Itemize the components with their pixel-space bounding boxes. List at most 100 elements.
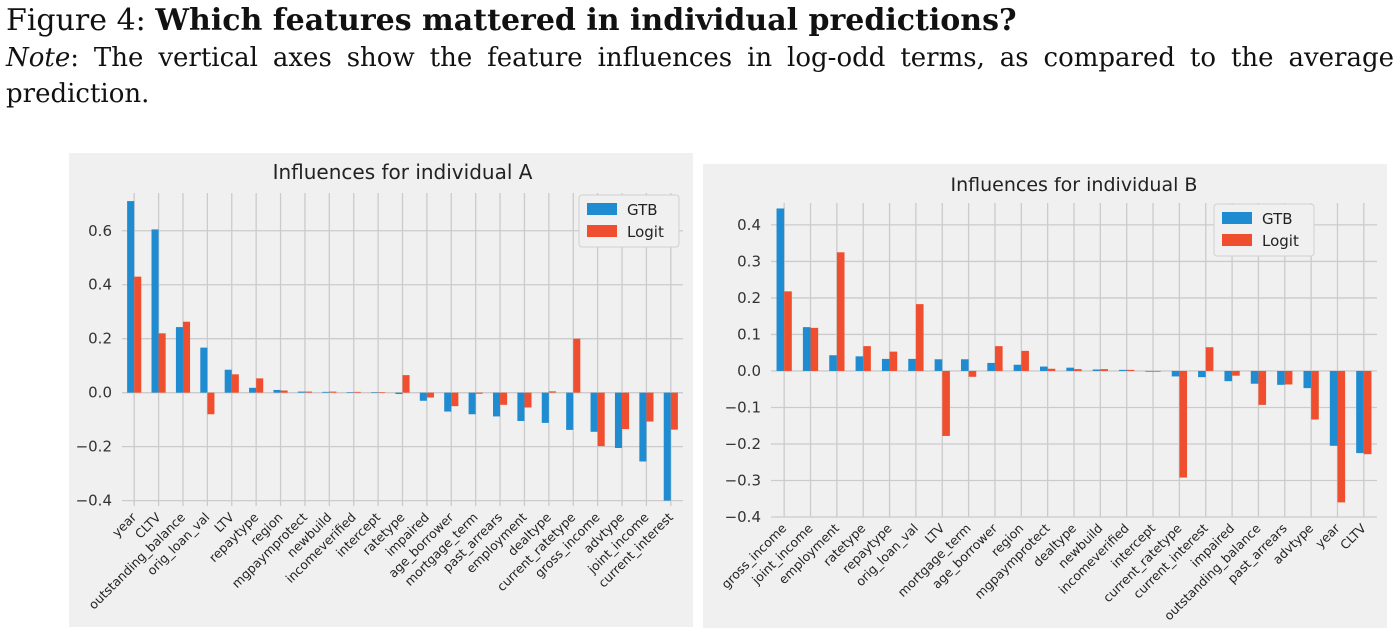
bar-logit-joint-income [646, 392, 654, 422]
bar-logit-joint-income [810, 327, 819, 371]
legend-label-gtb: GTB [1262, 210, 1293, 228]
bar-logit-current-interest [670, 392, 678, 430]
bar-gtb-year [1329, 370, 1338, 446]
bar-logit-intercept [378, 392, 386, 393]
bar-gtb-outstanding-balance [175, 327, 183, 393]
bar-gtb-past-arrears [1277, 370, 1285, 385]
bar-logit-year [134, 276, 142, 393]
bar-gtb-repaytype [249, 387, 257, 393]
bar-gtb-region [273, 389, 281, 393]
chart-a-ytick-label: 0.2 [88, 330, 112, 348]
bar-logit-employment [836, 252, 845, 371]
bar-gtb-repaytype [881, 358, 890, 371]
bar-logit-CLTV [158, 333, 166, 393]
bar-gtb-outstanding-balance [1250, 370, 1259, 384]
chart-a-title: Influences for individual A [273, 160, 533, 184]
caption-title-line: Figure 4: Which features mattered in ind… [6, 2, 1394, 40]
bar-logit-ratetype [863, 346, 871, 371]
figure-label: Figure 4: [6, 3, 146, 38]
chart-a-svg: Influences for individual A −0.4 −0.2 0.0 0.… [76, 160, 683, 612]
bar-logit-current-ratetype [1179, 370, 1188, 478]
bar-logit-outstanding-balance [1258, 370, 1267, 405]
bar-gtb-advtype [1303, 370, 1312, 389]
bar-logit-LTV [231, 374, 239, 393]
bar-gtb-impaired [419, 392, 427, 401]
bar-logit-age-borrower [451, 392, 459, 407]
bar-gtb-employment [517, 392, 525, 422]
bar-logit-current-interest [1205, 347, 1214, 371]
chart-b-title: Influences for individual B [951, 174, 1198, 196]
legend-label-gtb: GTB [627, 201, 658, 219]
bar-logit-advtype [1311, 370, 1319, 420]
bar-gtb-dealtype [1066, 367, 1074, 371]
bar-logit-CLTV [1363, 370, 1372, 455]
note-label: Note [6, 43, 71, 73]
bar-gtb-incomeverified [346, 392, 354, 393]
bar-logit-repaytype [889, 351, 898, 371]
bar-logit-mortgage-term [968, 370, 977, 377]
bar-gtb-region [1013, 364, 1022, 371]
legend-swatch-logit [1222, 234, 1252, 246]
bar-gtb-orig-loan-val [200, 347, 208, 393]
bar-logit-past-arrears [1284, 370, 1293, 385]
figure-note: Note: The vertical axes show the feature… [6, 40, 1394, 112]
bar-gtb-intercept [1145, 370, 1154, 372]
bar-gtb-orig-loan-val [908, 358, 916, 371]
chart-b-ytick-label: 0.0 [737, 362, 761, 380]
bar-gtb-joint-income [639, 392, 647, 462]
chart-b-svg: Influences for individual B −0.4 −0.3 −0.2 −… [718, 174, 1377, 623]
bar-logit-employment [524, 392, 532, 408]
chart-b-ytick-label: −0.2 [725, 435, 761, 453]
bar-gtb-mortgage-term [468, 392, 476, 415]
bar-gtb-joint-income [802, 327, 811, 371]
bar-gtb-impaired [1224, 370, 1233, 382]
bar-gtb-age-borrower [987, 362, 995, 371]
bar-gtb-year [127, 201, 135, 393]
bar-logit-gross-income [784, 291, 792, 371]
chart-b-ytick-label: 0.3 [737, 252, 761, 270]
bar-logit-mgpaymprotect [1047, 368, 1056, 371]
bar-logit-dealtype [1074, 369, 1082, 371]
chart-a-ytick-label: 0.6 [88, 222, 112, 240]
bar-gtb-CLTV [1356, 370, 1364, 454]
bar-gtb-current-interest [663, 392, 671, 501]
bar-gtb-mgpaymprotect [1040, 366, 1048, 371]
bar-logit-impaired [426, 392, 434, 398]
chart-b-xtick-label: year [1312, 520, 1343, 551]
bar-logit-dealtype [548, 391, 556, 393]
chart-b-ytick-label: 0.1 [737, 325, 761, 343]
figure-caption: Figure 4: Which features mattered in ind… [6, 2, 1394, 112]
bar-gtb-LTV [224, 369, 232, 393]
note-text: : The vertical axes show the feature inf… [6, 43, 1394, 109]
bar-logit-mortgage-term [475, 392, 483, 394]
bar-gtb-newbuild [322, 391, 330, 393]
bar-gtb-intercept [371, 392, 379, 393]
bar-gtb-dealtype [541, 392, 549, 423]
chart-b-ytick-label: −0.3 [725, 471, 761, 489]
legend-label-logit: Logit [1262, 232, 1299, 250]
bar-gtb-incomeverified [1119, 369, 1127, 371]
bar-logit-orig-loan-val [207, 392, 215, 415]
bar-gtb-LTV [934, 359, 943, 371]
bar-gtb-current-interest [1198, 370, 1206, 378]
bar-gtb-current-ratetype [566, 392, 574, 430]
legend-swatch-logit [587, 225, 617, 237]
legend-label-logit: Logit [627, 223, 664, 241]
bar-gtb-gross-income [590, 392, 598, 432]
bar-logit-incomeverified [353, 391, 361, 393]
chart-individual-b: Influences for individual B −0.4 −0.3 −0.2 −… [703, 164, 1387, 628]
bar-gtb-current-ratetype [1171, 370, 1180, 377]
bar-gtb-ratetype [855, 356, 864, 371]
bar-gtb-age-borrower [444, 392, 452, 412]
bar-logit-mgpaymprotect [304, 391, 313, 393]
bar-logit-current-ratetype [573, 338, 581, 393]
bar-gtb-mortgage-term [960, 359, 969, 371]
chart-a-ytick-label: 0.4 [88, 276, 112, 294]
bar-gtb-past-arrears [492, 392, 501, 417]
bar-gtb-advtype [614, 392, 623, 448]
bar-gtb-mgpaymprotect [297, 391, 305, 393]
bar-logit-incomeverified [1126, 369, 1135, 371]
chart-a-ytick-label: −0.4 [76, 492, 112, 510]
bar-logit-newbuild [1100, 369, 1108, 371]
bar-logit-impaired [1232, 370, 1240, 376]
